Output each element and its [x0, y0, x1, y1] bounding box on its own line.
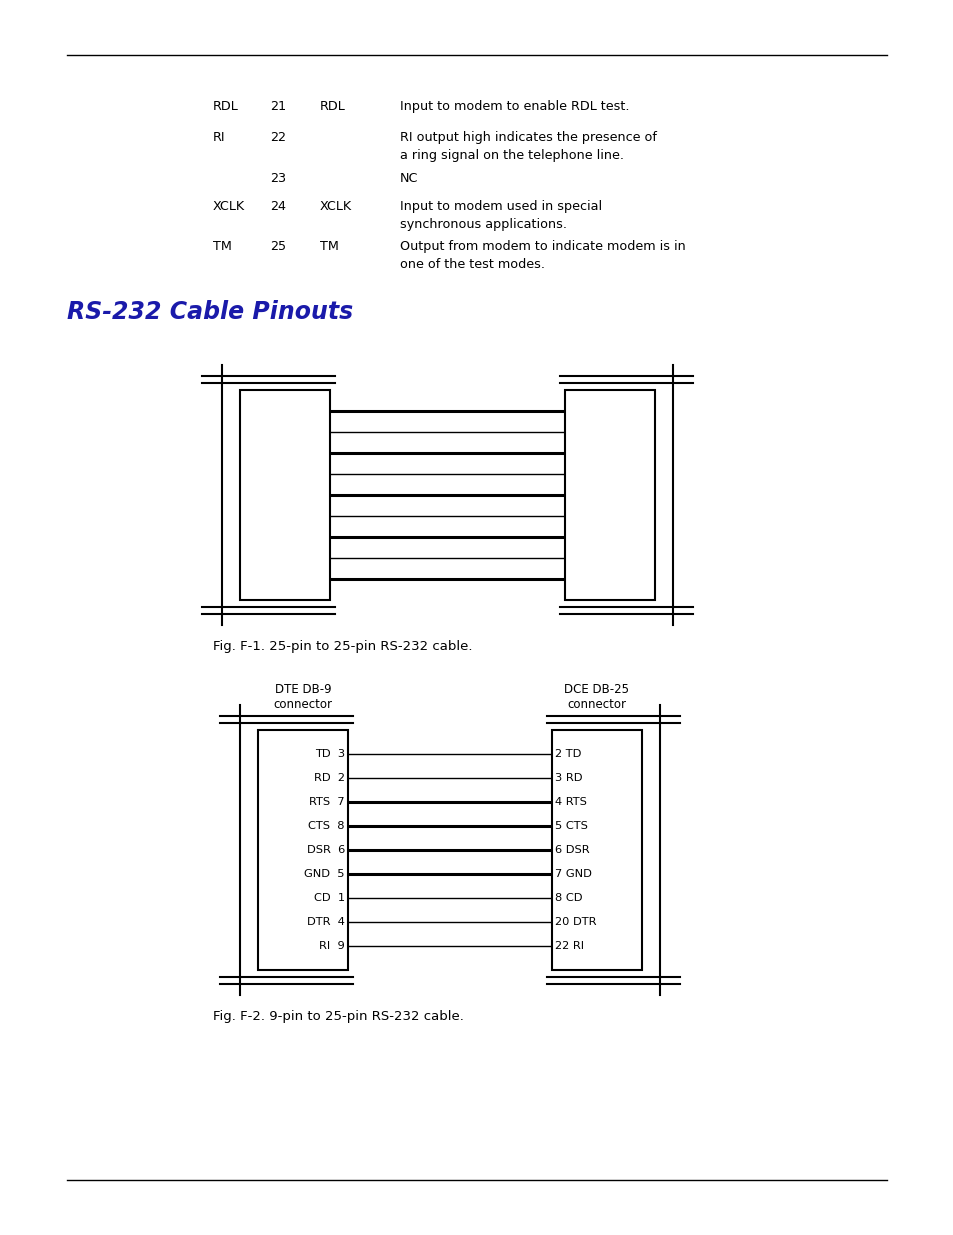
Text: Fig. F-2. 9-pin to 25-pin RS-232 cable.: Fig. F-2. 9-pin to 25-pin RS-232 cable. [213, 1010, 463, 1023]
Text: 2 TD: 2 TD [555, 748, 580, 760]
Text: a ring signal on the telephone line.: a ring signal on the telephone line. [399, 149, 623, 162]
Text: TM: TM [319, 240, 338, 253]
Text: TM: TM [213, 240, 232, 253]
Text: GND  5: GND 5 [304, 869, 345, 879]
Text: RDL: RDL [319, 100, 345, 112]
Text: DSR  6: DSR 6 [307, 845, 345, 855]
Text: RS-232 Cable Pinouts: RS-232 Cable Pinouts [67, 300, 353, 324]
Bar [257, 730, 348, 969]
Text: 25: 25 [270, 240, 286, 253]
Text: Input to modem to enable RDL test.: Input to modem to enable RDL test. [399, 100, 629, 112]
Bar [552, 730, 641, 969]
Text: Input to modem used in special: Input to modem used in special [399, 200, 601, 212]
Bar [564, 390, 655, 600]
Text: RI: RI [213, 131, 226, 144]
Text: 22 RI: 22 RI [555, 941, 583, 951]
Text: TD  3: TD 3 [314, 748, 345, 760]
Text: XCLK: XCLK [213, 200, 245, 212]
Text: 20 DTR: 20 DTR [555, 918, 596, 927]
Text: 21: 21 [270, 100, 286, 112]
Text: XCLK: XCLK [319, 200, 352, 212]
Text: Output from modem to indicate modem is in: Output from modem to indicate modem is i… [399, 240, 685, 253]
Text: RI  9: RI 9 [319, 941, 345, 951]
Text: 4 RTS: 4 RTS [555, 797, 586, 806]
Text: NC: NC [399, 172, 418, 185]
Text: 22: 22 [270, 131, 286, 144]
Text: RD  2: RD 2 [314, 773, 345, 783]
Text: CD  1: CD 1 [314, 893, 345, 903]
Text: RTS  7: RTS 7 [309, 797, 345, 806]
Text: RDL: RDL [213, 100, 238, 112]
Text: connector: connector [274, 698, 333, 711]
Bar [240, 390, 330, 600]
Text: DTE DB-9: DTE DB-9 [274, 683, 331, 697]
Text: DTR  4: DTR 4 [307, 918, 345, 927]
Text: RI output high indicates the presence of: RI output high indicates the presence of [399, 131, 657, 144]
Text: connector: connector [567, 698, 626, 711]
Text: 3 RD: 3 RD [555, 773, 582, 783]
Text: CTS  8: CTS 8 [308, 821, 345, 831]
Text: one of the test modes.: one of the test modes. [399, 258, 544, 270]
Text: DCE DB-25: DCE DB-25 [564, 683, 629, 697]
Text: 8 CD: 8 CD [555, 893, 582, 903]
Text: 24: 24 [270, 200, 286, 212]
Text: Fig. F-1. 25-pin to 25-pin RS-232 cable.: Fig. F-1. 25-pin to 25-pin RS-232 cable. [213, 640, 472, 653]
Text: 6 DSR: 6 DSR [555, 845, 589, 855]
Text: synchronous applications.: synchronous applications. [399, 219, 566, 231]
Text: 5 CTS: 5 CTS [555, 821, 587, 831]
Text: 7 GND: 7 GND [555, 869, 591, 879]
Text: 23: 23 [270, 172, 286, 185]
